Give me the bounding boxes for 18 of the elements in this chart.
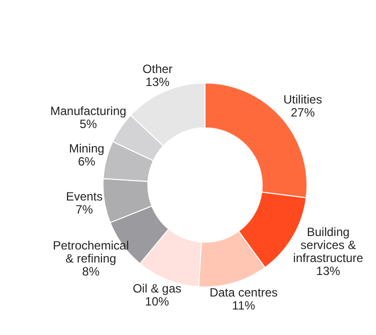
slice-label: Events <box>66 190 103 204</box>
data-label: 8% <box>82 264 100 278</box>
data-label: 13% <box>146 74 170 89</box>
slice-label: Petrochemical & refining <box>52 238 129 266</box>
slice-label: Other <box>142 62 173 76</box>
slice-label: Data centres <box>210 285 278 300</box>
slice-label: Manufacturing <box>50 104 126 118</box>
data-label: 5% <box>80 117 98 132</box>
data-label: 27% <box>290 105 316 120</box>
data-label: 13% <box>316 264 341 278</box>
data-label: 10% <box>145 294 170 309</box>
slice-label: Mining <box>68 141 104 156</box>
slice-label: Oil & gas <box>132 282 182 296</box>
data-label: 11% <box>232 298 256 312</box>
data-label: 7% <box>76 202 94 217</box>
slice-label: Building services & infrastructure <box>293 225 364 266</box>
slice-label: Utilities <box>283 92 322 106</box>
data-label: 6% <box>78 154 96 168</box>
